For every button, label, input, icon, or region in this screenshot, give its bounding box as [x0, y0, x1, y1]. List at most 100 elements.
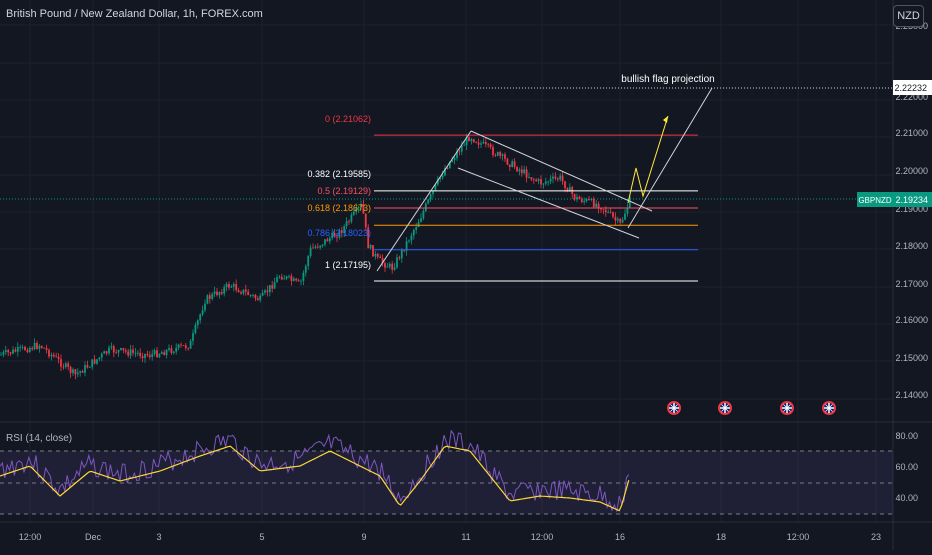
candle-body	[168, 348, 170, 350]
candle-body	[626, 207, 629, 214]
candle-body	[362, 204, 365, 214]
candle-body	[230, 286, 233, 288]
candle-body	[302, 272, 305, 281]
uk-flag-icon[interactable]	[667, 401, 681, 415]
symbol-badge-label: GBPNZD	[858, 196, 892, 205]
candle-body	[448, 161, 451, 169]
time-axis[interactable]: 12:00 Dec 3 5 9 11 12:00 16 18 12:00 23	[19, 532, 881, 542]
price-candles	[0, 133, 631, 380]
rsi-tick: 60.00	[895, 462, 918, 472]
economic-events[interactable]	[667, 401, 836, 415]
time-tick: 11	[461, 532, 470, 542]
candle-body	[391, 263, 394, 270]
candle-body	[196, 320, 199, 326]
candle-body	[31, 347, 34, 350]
candle-body	[276, 277, 278, 283]
fibonacci-retracement[interactable]: 0 (2.21062) 0.382 (2.19585) 0.5 (2.19129…	[307, 114, 698, 282]
candle-body	[604, 209, 607, 213]
candle-body	[228, 284, 230, 288]
candle-body	[132, 349, 134, 353]
candle-body	[158, 354, 161, 358]
candle-body	[295, 278, 298, 281]
candle-body	[439, 177, 442, 180]
candle-body	[482, 141, 485, 144]
candle-body	[40, 345, 43, 348]
candle-body	[124, 350, 127, 352]
candle-body	[86, 365, 89, 368]
uk-flag-icon[interactable]	[718, 401, 732, 415]
time-tick: 5	[259, 532, 264, 542]
candle-body	[21, 346, 24, 348]
time-tick: 16	[615, 532, 625, 542]
candle-body	[36, 342, 38, 349]
candle-body	[417, 222, 420, 228]
candle-body	[578, 196, 581, 200]
projection-label: bullish flag projection	[621, 74, 714, 85]
chart-title: British Pound / New Zealand Dollar, 1h, …	[6, 8, 263, 20]
candle-body	[432, 190, 434, 195]
candle-body	[468, 137, 470, 142]
candle-body	[396, 257, 398, 268]
candle-body	[590, 198, 593, 200]
candle-body	[127, 351, 130, 356]
flag-pole-lower	[376, 130, 472, 272]
time-tick: 12:00	[531, 532, 554, 542]
uk-flag-icon[interactable]	[822, 401, 836, 415]
candle-body	[208, 295, 211, 299]
candle-body	[352, 211, 355, 215]
candle-body	[494, 154, 497, 156]
candle-body	[57, 356, 60, 360]
candle-body	[501, 154, 504, 156]
candle-body	[199, 314, 202, 321]
candle-body	[98, 357, 101, 360]
candle-body	[244, 289, 247, 292]
candle-body	[588, 199, 590, 200]
uk-flag-icon[interactable]	[780, 401, 794, 415]
candle-body	[67, 363, 70, 367]
candle-body	[384, 263, 386, 268]
candle-body	[530, 177, 533, 180]
candle-body	[64, 363, 67, 368]
projection-price-badge	[893, 80, 932, 95]
candle-body	[134, 352, 137, 354]
candle-body	[204, 303, 206, 311]
candle-body	[148, 355, 151, 357]
flag-channel[interactable]	[376, 87, 713, 272]
candle-body	[400, 249, 403, 259]
flag-upper-line	[470, 130, 653, 212]
candle-body	[170, 348, 173, 353]
candle-body	[360, 204, 362, 208]
candle-body	[163, 352, 166, 356]
candle-body	[568, 187, 571, 192]
candle-body	[93, 359, 96, 364]
candle-body	[465, 137, 468, 146]
rsi-indicator-label[interactable]: RSI (14, close)	[6, 433, 73, 444]
candle-body	[60, 359, 62, 367]
candle-body	[444, 168, 446, 176]
candle-body	[592, 198, 595, 207]
projection-price-value: 2.22232	[894, 83, 927, 93]
candle-body	[408, 240, 410, 242]
candle-body	[153, 350, 156, 355]
candle-body	[324, 239, 326, 245]
candle-body	[561, 175, 564, 182]
candle-body	[55, 356, 58, 358]
candle-body	[480, 143, 482, 145]
candle-body	[528, 177, 530, 178]
candle-body	[268, 285, 271, 293]
candle-body	[580, 199, 583, 203]
rsi-axis[interactable]: 80.00 60.00 40.00	[895, 431, 918, 503]
rsi-line	[0, 429, 630, 512]
candle-body	[552, 176, 554, 179]
fib-label-0382: 0.382 (2.19585)	[307, 169, 371, 179]
candle-body	[50, 354, 53, 357]
candle-body	[388, 263, 391, 267]
currency-button[interactable]: NZD	[893, 5, 924, 27]
time-tick: 9	[361, 532, 366, 542]
symbol-badge	[857, 192, 893, 207]
candle-body	[184, 345, 187, 348]
candle-body	[254, 294, 257, 299]
candle-body	[513, 161, 516, 167]
candle-body	[103, 351, 106, 354]
